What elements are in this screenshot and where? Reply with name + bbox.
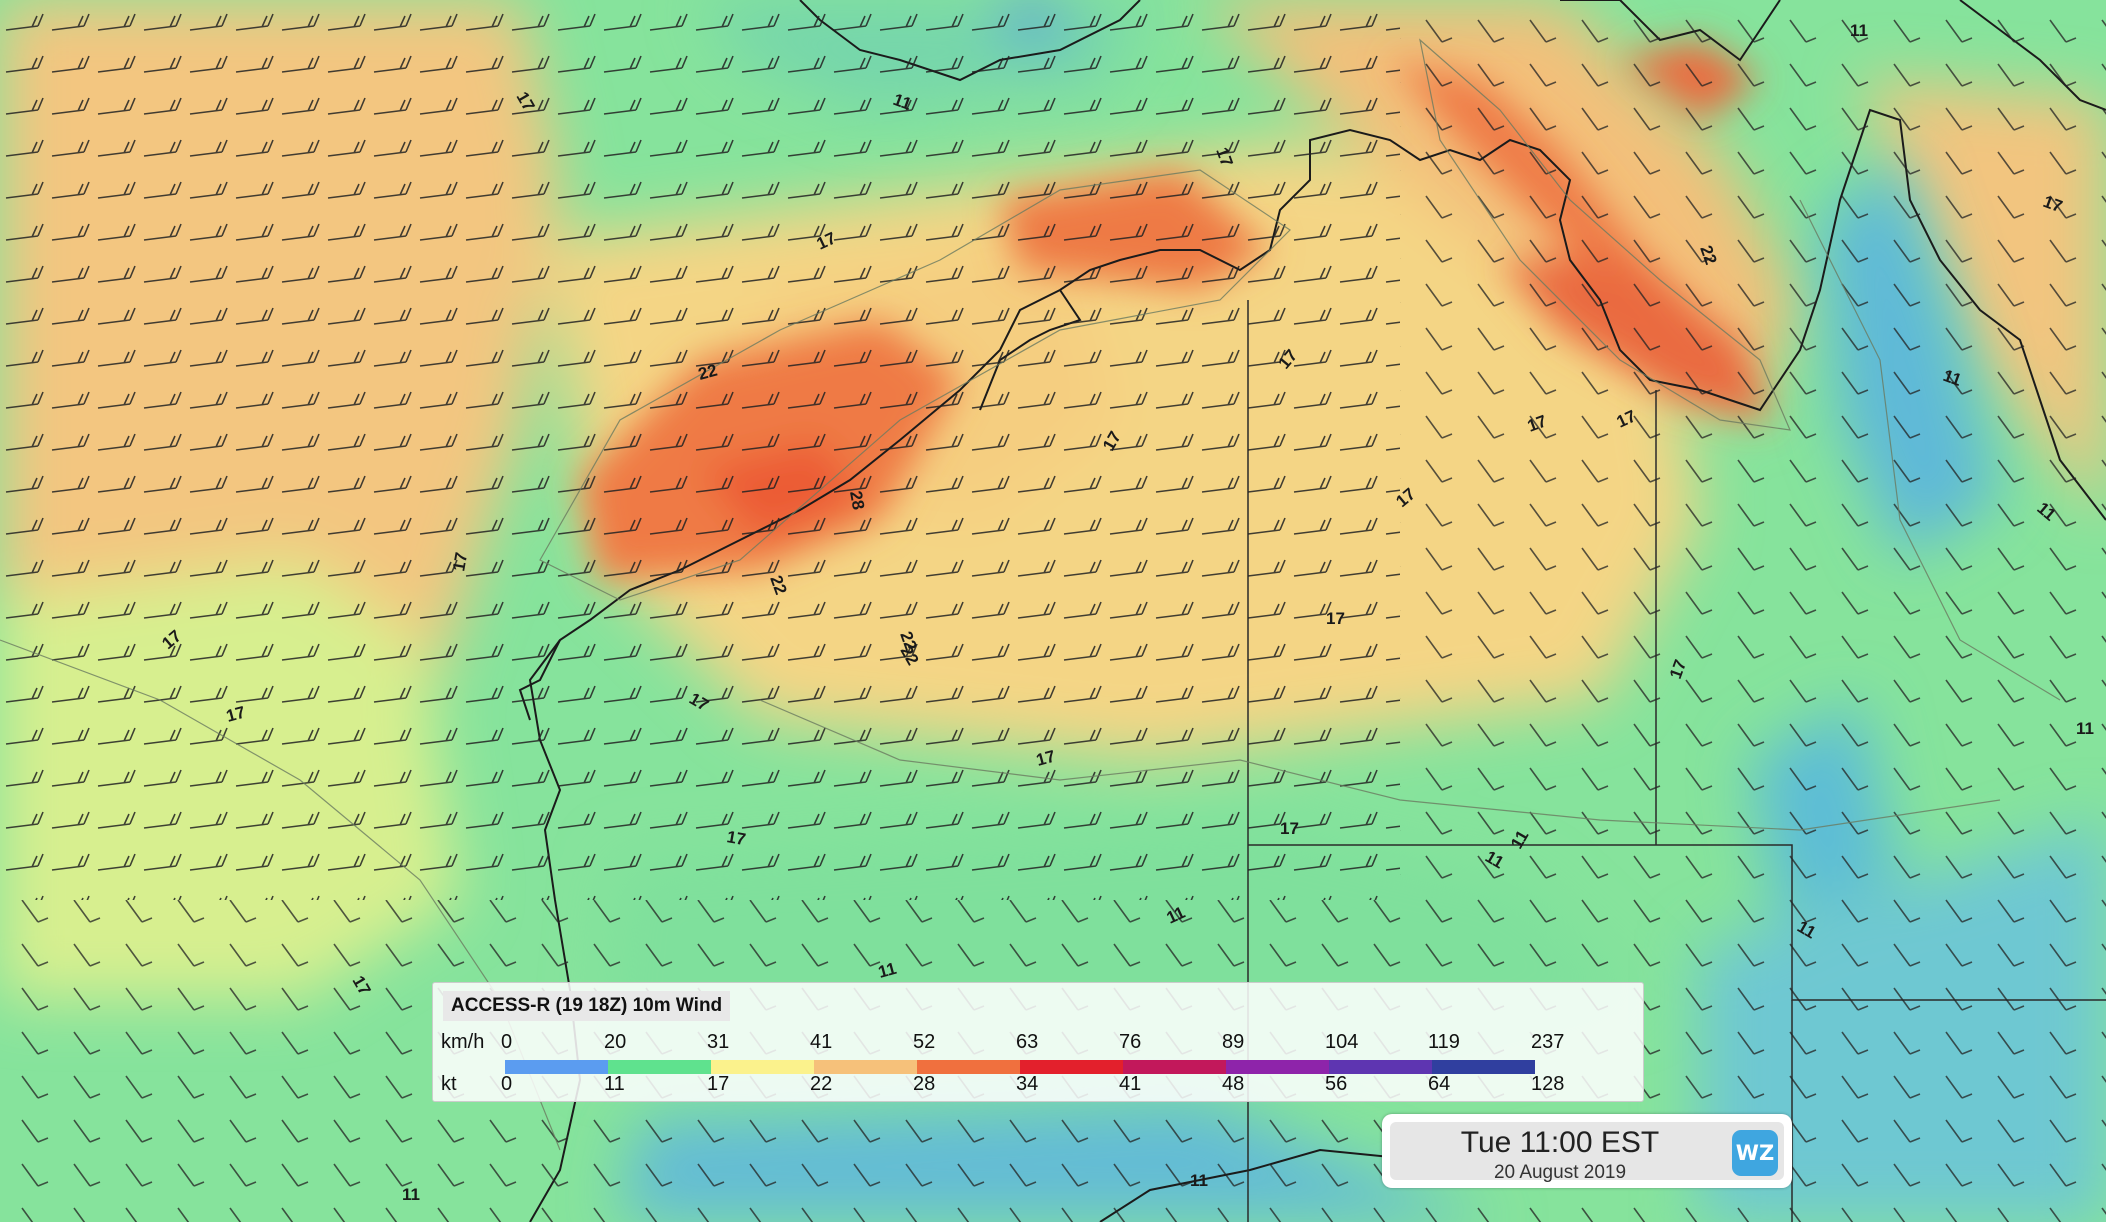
kt-tick-label: 22 <box>810 1073 833 1095</box>
kt-tick-label: 28 <box>913 1073 936 1095</box>
contour-label: 11 <box>891 90 914 114</box>
color-scale-segment <box>608 1060 711 1074</box>
timestamp-inner: Tue 11:00 EST 20 August 2019 WZ <box>1390 1122 1784 1183</box>
contour-label: 11 <box>402 1185 420 1204</box>
kmh-tick-label: 31 <box>707 1031 730 1053</box>
contour-label: 17 <box>224 703 247 726</box>
kt-tick-label: 0 <box>501 1073 513 1095</box>
contour-label: 11 <box>876 959 898 982</box>
kt-tick-label: 56 <box>1325 1073 1348 1095</box>
kmh-tick-label: 0 <box>501 1031 513 1053</box>
color-scale-segment <box>1432 1060 1535 1074</box>
legend-title: ACCESS-R (19 18Z) 10m Wind <box>443 991 731 1021</box>
weatherzone-logo-icon[interactable]: WZ <box>1732 1130 1778 1176</box>
kmh-tick-label: 76 <box>1119 1031 1142 1053</box>
kmh-tick-label: 41 <box>810 1031 833 1053</box>
contour-label: 11 <box>1941 366 1964 390</box>
wind-legend: ACCESS-R (19 18Z) 10m Wind km/h kt 0 20 31… <box>432 982 1644 1102</box>
timestamp-panel: Tue 11:00 EST 20 August 2019 WZ <box>1382 1114 1792 1188</box>
contour-label: 17 <box>1280 819 1299 838</box>
color-scale-segment <box>1020 1060 1123 1074</box>
color-scale-bar <box>505 1060 1535 1074</box>
kt-tick-label: 17 <box>707 1073 730 1095</box>
contour-label: 22 <box>696 361 719 384</box>
color-scale-segment <box>814 1060 917 1074</box>
kmh-tick-label: 104 <box>1325 1031 1359 1053</box>
contour-label: 17 <box>725 827 747 849</box>
kt-tick-label: 128 <box>1531 1073 1565 1095</box>
kt-tick-label: 48 <box>1222 1073 1245 1095</box>
kt-tick-label: 41 <box>1119 1073 1142 1095</box>
kmh-tick-label: 63 <box>1016 1031 1039 1053</box>
color-scale-segment <box>1226 1060 1329 1074</box>
kmh-unit-label: km/h <box>441 1031 485 1053</box>
logo-text: WZ <box>1735 1141 1775 1165</box>
contour-label: 17 <box>449 551 471 573</box>
contour-label: 11 <box>1190 1171 1208 1190</box>
kmh-tick-label: 20 <box>604 1031 627 1053</box>
kmh-tick-label: 52 <box>913 1031 936 1053</box>
color-scale-segment <box>1123 1060 1226 1074</box>
color-scale-segment <box>917 1060 1020 1074</box>
kmh-tick-label: 119 <box>1428 1031 1460 1053</box>
contour-label: 17 <box>1326 609 1345 628</box>
color-scale-segment <box>1329 1060 1432 1074</box>
kmh-tick-label: 89 <box>1222 1031 1245 1053</box>
kt-unit-label: kt <box>441 1073 457 1095</box>
color-scale-segment <box>711 1060 814 1074</box>
color-scale-segment <box>505 1060 608 1074</box>
kt-tick-label: 64 <box>1428 1073 1451 1095</box>
valid-date: 20 August 2019 <box>1493 1162 1627 1183</box>
contour-label: 11 <box>2076 719 2094 738</box>
valid-time: Tue 11:00 EST <box>1460 1126 1660 1159</box>
contour-label: 17 <box>1034 747 1057 770</box>
kt-tick-label: 34 <box>1016 1073 1039 1095</box>
contour-label: 28 <box>846 489 868 511</box>
contour-label: 11 <box>1850 21 1868 40</box>
kt-tick-label: 11 <box>604 1073 625 1095</box>
kmh-tick-label: 237 <box>1531 1031 1565 1053</box>
